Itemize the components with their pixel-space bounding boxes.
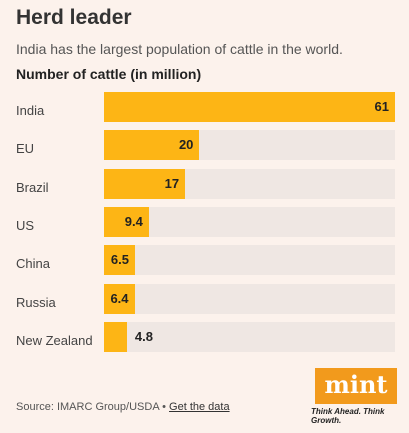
bar-row: India 61 bbox=[0, 92, 409, 130]
axis-title: Number of cattle (in million) bbox=[16, 66, 202, 82]
bar-track: 61 bbox=[104, 92, 395, 122]
category-label: EU bbox=[16, 141, 35, 157]
category-label: Brazil bbox=[16, 179, 49, 195]
mint-logo: mint bbox=[315, 368, 397, 404]
bar-track: 4.8 bbox=[104, 321, 395, 352]
bar bbox=[104, 206, 149, 237]
bar bbox=[104, 168, 186, 199]
chart-title: Herd leader bbox=[16, 6, 132, 29]
bar-track: 6.5 bbox=[104, 245, 395, 276]
value-label: 17 bbox=[164, 175, 180, 191]
bar-row: China 6.5 bbox=[0, 245, 409, 283]
category-label: Russia bbox=[16, 294, 56, 310]
bar-row: EU 20 bbox=[0, 130, 409, 168]
bar-track: 20 bbox=[104, 130, 395, 161]
bar-row: New Zealand 4.8 bbox=[0, 321, 409, 360]
category-label: China bbox=[16, 256, 50, 272]
get-data-link[interactable]: Get the data bbox=[169, 401, 230, 413]
value-label: 6.4 bbox=[110, 290, 129, 306]
value-label: 6.5 bbox=[110, 252, 129, 268]
logo-tagline: Think Ahead. Think Growth. bbox=[311, 407, 385, 425]
source-text: Source: IMARC Group/USDA • bbox=[16, 401, 166, 413]
category-label: India bbox=[16, 103, 45, 118]
bar bbox=[104, 283, 135, 314]
bar bbox=[104, 92, 395, 122]
bar-row: US 9.4 bbox=[0, 206, 409, 245]
bar bbox=[104, 321, 127, 352]
value-label: 9.4 bbox=[124, 213, 143, 229]
value-label: 20 bbox=[178, 137, 194, 153]
bar-track: 9.4 bbox=[104, 206, 395, 237]
category-label: New Zealand bbox=[16, 332, 93, 348]
chart-subtitle: India has the largest population of catt… bbox=[16, 41, 343, 57]
bar-track: 6.4 bbox=[104, 283, 395, 314]
source-line: Source: IMARC Group/USDA • Get the data bbox=[16, 401, 230, 413]
category-label: US bbox=[16, 217, 35, 233]
bar-row: Brazil 17 bbox=[0, 168, 409, 207]
bar bbox=[104, 245, 135, 276]
bar-track: 17 bbox=[104, 168, 395, 199]
bar-row: Russia 6.4 bbox=[0, 283, 409, 322]
bar bbox=[104, 130, 200, 161]
value-label: 61 bbox=[374, 99, 389, 114]
value-label: 4.8 bbox=[134, 328, 153, 344]
